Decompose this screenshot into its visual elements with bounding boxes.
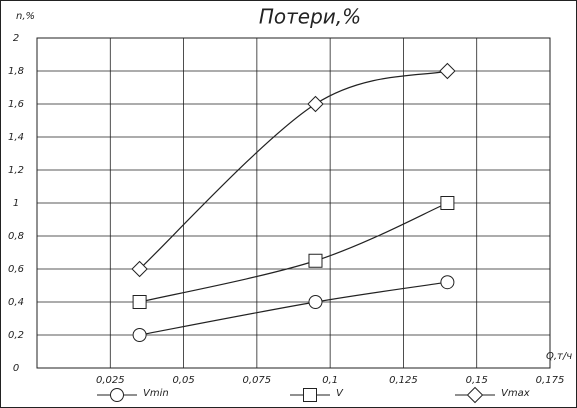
y-tick-label: 1,6 (8, 99, 24, 110)
x-tick-label: 0,15 (466, 375, 488, 386)
x-tick-label: 0,05 (172, 375, 194, 386)
marker (132, 295, 147, 309)
x-tick-label: 0,075 (243, 375, 272, 386)
marker (308, 295, 323, 309)
x-axis-label: Q,т/ч (546, 351, 572, 362)
marker (439, 62, 456, 80)
marker (132, 328, 147, 342)
x-tick-label: 0,125 (389, 375, 418, 386)
legend-marker (110, 388, 124, 402)
y-axis-label: n,% (16, 11, 35, 22)
y-tick-label: 0,6 (8, 264, 24, 275)
y-tick-label: 0,8 (8, 231, 24, 242)
marker (440, 196, 455, 210)
y-tick-label: 0 (13, 363, 19, 374)
marker (307, 95, 324, 113)
x-tick-label: 0,175 (536, 375, 565, 386)
legend-label: Vmin (143, 388, 169, 399)
x-tick-label: 0,1 (322, 375, 338, 386)
y-tick-label: 1,8 (8, 66, 24, 77)
y-tick-label: 1,4 (8, 132, 24, 143)
marker (131, 260, 148, 278)
marker (308, 253, 323, 268)
series-line (139, 70, 448, 270)
marker (440, 275, 455, 290)
y-tick-label: 0,4 (8, 297, 24, 308)
legend-marker (466, 386, 484, 404)
y-tick-label: 1 (13, 198, 19, 209)
legend-label: V (336, 388, 344, 399)
series-line (139, 202, 448, 303)
legend-marker (303, 388, 317, 402)
x-tick-label: 0,025 (96, 375, 125, 386)
series-line (139, 281, 448, 336)
legend-label: Vmax (501, 388, 530, 399)
y-tick-label: 2 (13, 33, 19, 44)
y-tick-label: 0,2 (8, 330, 24, 341)
chart-title: Потери,% (259, 5, 361, 29)
y-tick-label: 1,2 (8, 165, 24, 176)
